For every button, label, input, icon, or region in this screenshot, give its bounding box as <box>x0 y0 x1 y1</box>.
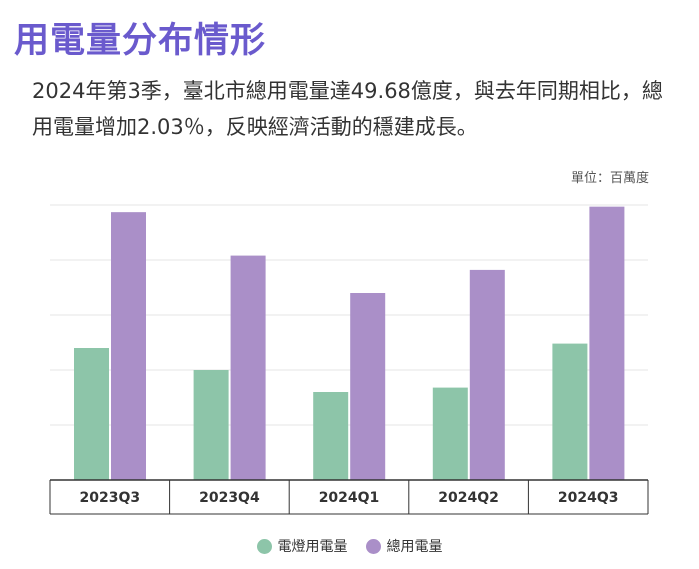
chart-title: 用電量分布情形 <box>14 21 267 61</box>
x-tick-label: 2023Q3 <box>79 490 140 506</box>
legend-swatch-lighting <box>256 538 272 554</box>
bar-total-2024Q3 <box>589 206 625 480</box>
legend-label-lighting: 電燈用電量 <box>277 539 348 555</box>
unit-label: 單位：百萬度 <box>570 171 649 186</box>
x-tick-label: 2024Q1 <box>319 490 380 506</box>
legend-item-lighting: 電燈用電量 <box>256 536 348 556</box>
bar-total-2024Q1 <box>350 293 386 480</box>
bar-lighting-2023Q3 <box>74 348 109 480</box>
legend-swatch-total <box>365 538 381 554</box>
legend: 電燈用電量 總用電量 <box>0 536 699 556</box>
x-tick-label: 2024Q3 <box>558 490 619 506</box>
bar-lighting-2024Q3 <box>552 343 588 480</box>
x-tick-label: 2024Q2 <box>438 490 499 506</box>
x-tick-label: 2023Q4 <box>199 490 260 506</box>
bar-total-2024Q2 <box>469 269 505 480</box>
bar-total-2023Q4 <box>230 255 266 480</box>
bar-chart: 2023Q3 2023Q4 2024Q1 2024Q2 2024Q3 <box>49 204 649 515</box>
chart-summary: 2024年第3季，臺北市總用電量達49.68億度，與去年同期相比，總用電量增加2… <box>32 79 663 139</box>
legend-item-total: 總用電量 <box>365 536 443 556</box>
bar-lighting-2024Q1 <box>313 392 349 480</box>
bar-lighting-2024Q2 <box>432 387 468 480</box>
bar-total-2023Q3 <box>111 212 146 480</box>
bar-lighting-2023Q4 <box>193 370 229 480</box>
legend-label-total: 總用電量 <box>386 539 443 555</box>
